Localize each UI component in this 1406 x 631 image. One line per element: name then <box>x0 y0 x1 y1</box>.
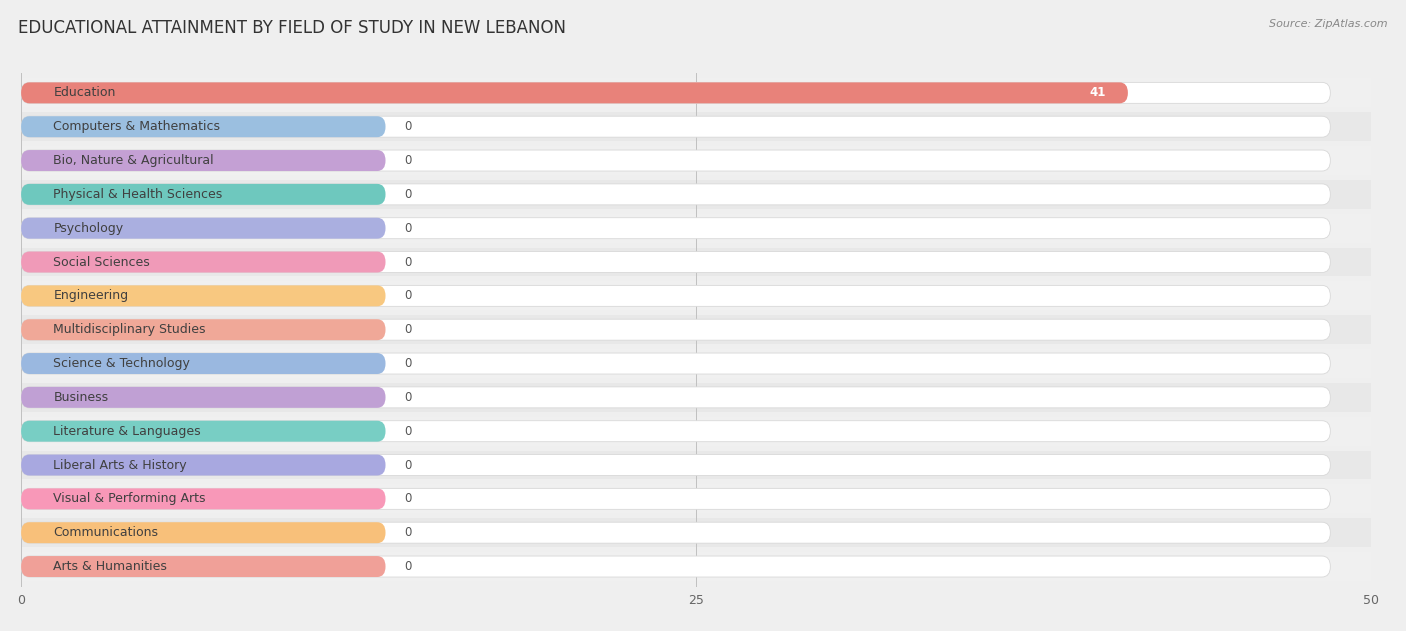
FancyBboxPatch shape <box>21 116 1330 137</box>
FancyBboxPatch shape <box>21 150 385 171</box>
Bar <box>0 552 1398 581</box>
Text: Physical & Health Sciences: Physical & Health Sciences <box>53 188 222 201</box>
Text: Engineering: Engineering <box>53 290 128 302</box>
Text: 0: 0 <box>405 154 412 167</box>
FancyBboxPatch shape <box>21 454 385 476</box>
Text: Visual & Performing Arts: Visual & Performing Arts <box>53 492 207 505</box>
FancyBboxPatch shape <box>21 218 1330 239</box>
FancyBboxPatch shape <box>21 556 385 577</box>
Bar <box>0 485 1398 513</box>
FancyBboxPatch shape <box>21 184 1330 205</box>
Bar <box>0 316 1398 344</box>
Bar <box>0 247 1398 276</box>
FancyBboxPatch shape <box>21 522 1330 543</box>
Text: Science & Technology: Science & Technology <box>53 357 190 370</box>
FancyBboxPatch shape <box>21 319 385 340</box>
FancyBboxPatch shape <box>21 387 385 408</box>
Text: 0: 0 <box>405 425 412 438</box>
Text: 0: 0 <box>405 290 412 302</box>
Bar <box>0 281 1398 310</box>
Bar <box>0 518 1398 547</box>
FancyBboxPatch shape <box>21 150 1330 171</box>
FancyBboxPatch shape <box>21 285 1330 307</box>
Bar <box>0 112 1398 141</box>
Text: Computers & Mathematics: Computers & Mathematics <box>53 120 221 133</box>
FancyBboxPatch shape <box>21 421 385 442</box>
Bar <box>0 451 1398 480</box>
FancyBboxPatch shape <box>21 116 385 137</box>
Text: Business: Business <box>53 391 108 404</box>
Bar <box>0 349 1398 378</box>
Text: EDUCATIONAL ATTAINMENT BY FIELD OF STUDY IN NEW LEBANON: EDUCATIONAL ATTAINMENT BY FIELD OF STUDY… <box>18 19 567 37</box>
Text: 0: 0 <box>405 323 412 336</box>
FancyBboxPatch shape <box>21 488 1330 509</box>
Text: 0: 0 <box>405 560 412 573</box>
Text: 0: 0 <box>405 526 412 540</box>
Text: Communications: Communications <box>53 526 159 540</box>
FancyBboxPatch shape <box>21 421 1330 442</box>
Text: 0: 0 <box>405 492 412 505</box>
FancyBboxPatch shape <box>21 488 385 509</box>
Bar <box>0 180 1398 209</box>
Text: 0: 0 <box>405 391 412 404</box>
Bar <box>0 78 1398 107</box>
Bar <box>0 214 1398 242</box>
Bar <box>0 417 1398 445</box>
FancyBboxPatch shape <box>21 218 385 239</box>
Text: Literature & Languages: Literature & Languages <box>53 425 201 438</box>
Text: Source: ZipAtlas.com: Source: ZipAtlas.com <box>1270 19 1388 29</box>
Bar <box>0 383 1398 412</box>
FancyBboxPatch shape <box>21 83 1330 103</box>
FancyBboxPatch shape <box>21 319 1330 340</box>
FancyBboxPatch shape <box>21 556 1330 577</box>
Text: 41: 41 <box>1090 86 1107 99</box>
FancyBboxPatch shape <box>21 252 385 273</box>
Text: Bio, Nature & Agricultural: Bio, Nature & Agricultural <box>53 154 214 167</box>
Text: 0: 0 <box>405 459 412 471</box>
FancyBboxPatch shape <box>21 353 1330 374</box>
Text: Psychology: Psychology <box>53 221 124 235</box>
FancyBboxPatch shape <box>21 353 385 374</box>
Text: Arts & Humanities: Arts & Humanities <box>53 560 167 573</box>
Text: 0: 0 <box>405 221 412 235</box>
Text: 0: 0 <box>405 120 412 133</box>
Text: Education: Education <box>53 86 115 99</box>
Text: Multidisciplinary Studies: Multidisciplinary Studies <box>53 323 207 336</box>
FancyBboxPatch shape <box>21 285 385 307</box>
Text: Social Sciences: Social Sciences <box>53 256 150 269</box>
FancyBboxPatch shape <box>21 454 1330 476</box>
FancyBboxPatch shape <box>21 252 1330 273</box>
FancyBboxPatch shape <box>21 522 385 543</box>
Text: 0: 0 <box>405 357 412 370</box>
Bar <box>0 146 1398 175</box>
Text: 0: 0 <box>405 188 412 201</box>
Text: 0: 0 <box>405 256 412 269</box>
Text: Liberal Arts & History: Liberal Arts & History <box>53 459 187 471</box>
FancyBboxPatch shape <box>21 184 385 205</box>
FancyBboxPatch shape <box>21 387 1330 408</box>
FancyBboxPatch shape <box>21 83 1128 103</box>
